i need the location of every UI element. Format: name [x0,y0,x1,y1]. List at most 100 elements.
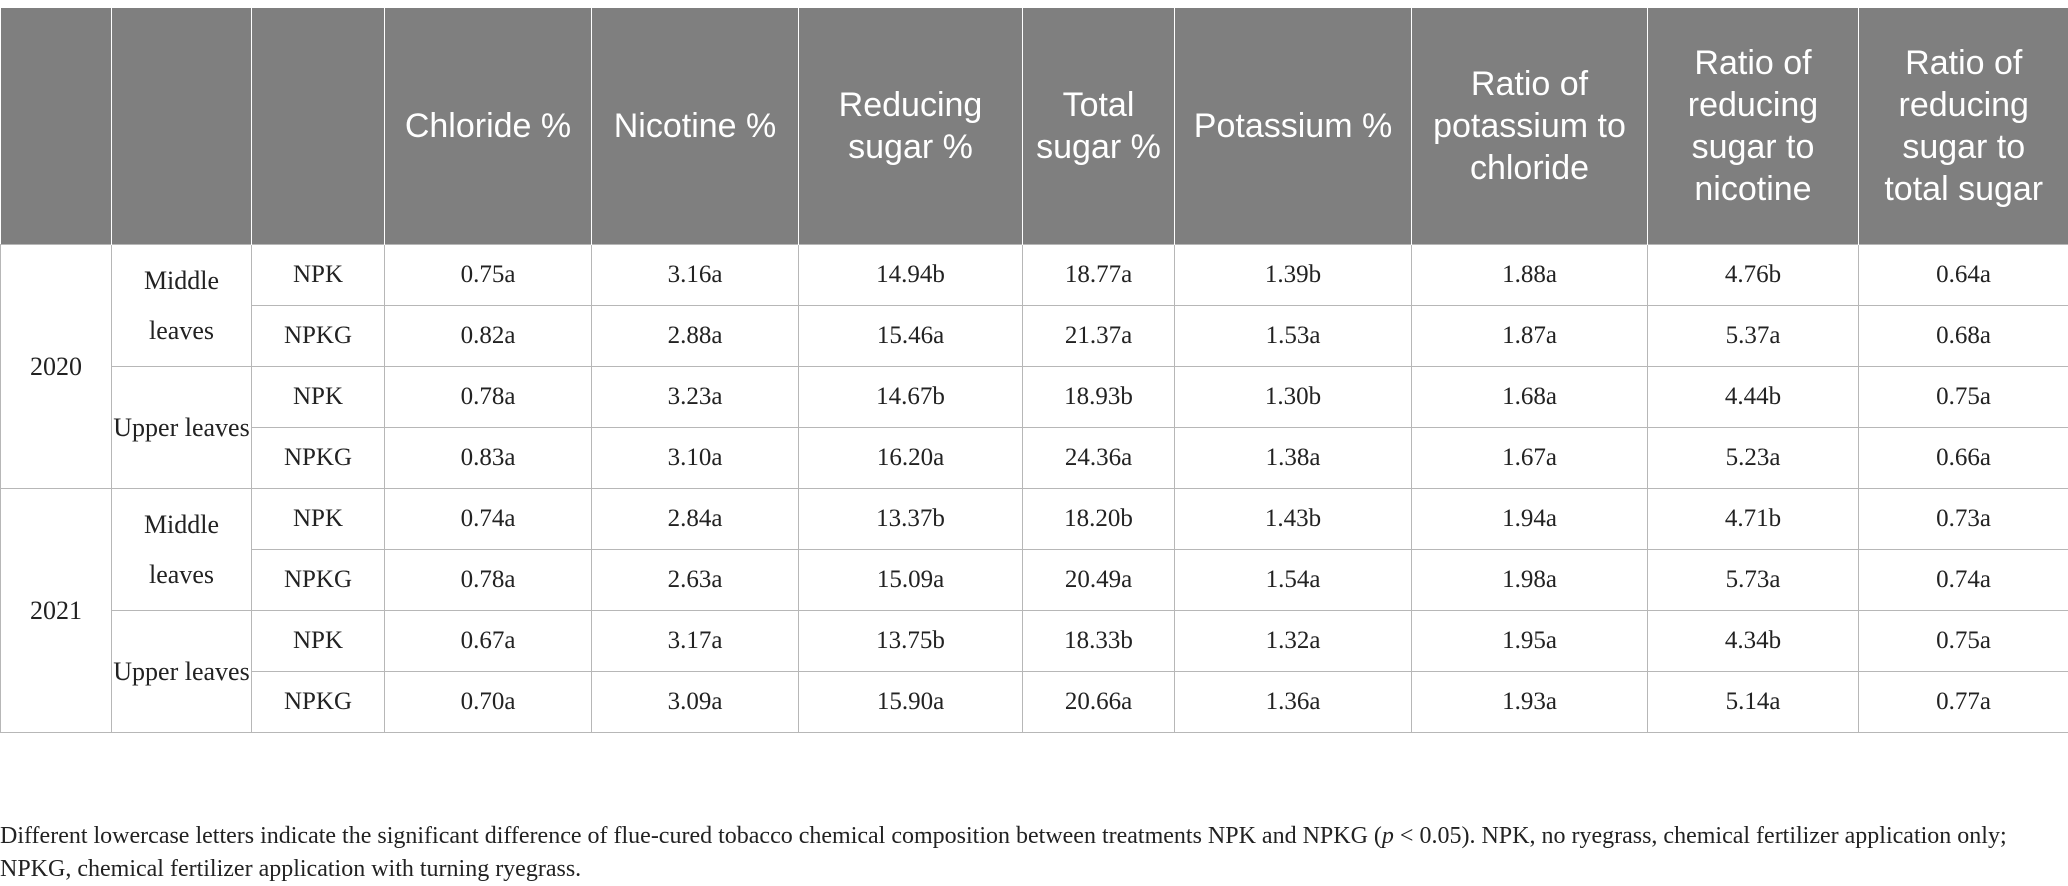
value-cell: 0.75a [1859,367,2068,428]
value-cell: 18.20b [1023,489,1175,550]
leaf-position-cell: Middle leaves [112,245,252,367]
year-cell: 2021 [1,489,112,733]
treatment-cell: NPK [252,611,385,672]
value-cell: 20.66a [1023,672,1175,733]
value-cell: 20.49a [1023,550,1175,611]
value-cell: 13.75b [799,611,1023,672]
value-cell: 0.67a [385,611,592,672]
treatment-cell: NPKG [252,428,385,489]
value-cell: 3.17a [592,611,799,672]
treatment-cell: NPK [252,245,385,306]
header-reducing-sugar: Reducing sugar % [799,8,1023,245]
treatment-cell: NPKG [252,672,385,733]
value-cell: 16.20a [799,428,1023,489]
value-cell: 0.78a [385,550,592,611]
year-cell: 2020 [1,245,112,489]
value-cell: 15.46a [799,306,1023,367]
footnote-p-symbol: p [1382,823,1394,849]
value-cell: 4.71b [1648,489,1859,550]
value-cell: 5.14a [1648,672,1859,733]
footnote-text-start: Different lowercase letters indicate the… [0,823,1382,849]
value-cell: 4.34b [1648,611,1859,672]
value-cell: 2.88a [592,306,799,367]
value-cell: 15.90a [799,672,1023,733]
value-cell: 5.37a [1648,306,1859,367]
value-cell: 0.83a [385,428,592,489]
value-cell: 5.73a [1648,550,1859,611]
value-cell: 1.94a [1412,489,1648,550]
value-cell: 1.68a [1412,367,1648,428]
header-potassium-chloride-ratio: Ratio of potassium to chloride [1412,8,1648,245]
composition-table: Chloride % Nicotine % Reducing sugar % T… [0,8,2068,733]
leaf-position-cell: Upper leaves [112,611,252,733]
table-footnote: Different lowercase letters indicate the… [0,820,2060,886]
value-cell: 1.36a [1175,672,1412,733]
value-cell: 18.77a [1023,245,1175,306]
value-cell: 1.67a [1412,428,1648,489]
leaf-position-cell: Upper leaves [112,367,252,489]
header-year [1,8,112,245]
header-potassium: Potassium % [1175,8,1412,245]
value-cell: 2.84a [592,489,799,550]
value-cell: 0.78a [385,367,592,428]
value-cell: 1.88a [1412,245,1648,306]
value-cell: 0.77a [1859,672,2068,733]
value-cell: 0.68a [1859,306,2068,367]
treatment-cell: NPKG [252,550,385,611]
value-cell: 15.09a [799,550,1023,611]
value-cell: 13.37b [799,489,1023,550]
value-cell: 0.75a [385,245,592,306]
value-cell: 3.10a [592,428,799,489]
value-cell: 18.93b [1023,367,1175,428]
header-chloride: Chloride % [385,8,592,245]
value-cell: 1.53a [1175,306,1412,367]
value-cell: 24.36a [1023,428,1175,489]
value-cell: 1.98a [1412,550,1648,611]
value-cell: 0.64a [1859,245,2068,306]
value-cell: 1.54a [1175,550,1412,611]
value-cell: 3.23a [592,367,799,428]
value-cell: 0.74a [385,489,592,550]
header-row: Chloride % Nicotine % Reducing sugar % T… [1,8,2068,245]
value-cell: 0.74a [1859,550,2068,611]
header-reducing-sugar-total-sugar-ratio: Ratio of reducing sugar to total sugar [1859,8,2068,245]
value-cell: 1.38a [1175,428,1412,489]
treatment-cell: NPK [252,367,385,428]
value-cell: 4.76b [1648,245,1859,306]
leaf-position-cell: Middle leaves [112,489,252,611]
value-cell: 0.82a [385,306,592,367]
value-cell: 0.73a [1859,489,2068,550]
value-cell: 0.66a [1859,428,2068,489]
header-treatment [252,8,385,245]
value-cell: 14.94b [799,245,1023,306]
header-leaf [112,8,252,245]
value-cell: 14.67b [799,367,1023,428]
value-cell: 1.95a [1412,611,1648,672]
value-cell: 18.33b [1023,611,1175,672]
value-cell: 21.37a [1023,306,1175,367]
treatment-cell: NPKG [252,306,385,367]
value-cell: 0.75a [1859,611,2068,672]
treatment-cell: NPK [252,489,385,550]
value-cell: 4.44b [1648,367,1859,428]
header-reducing-sugar-nicotine-ratio: Ratio of reducing sugar to nicotine [1648,8,1859,245]
value-cell: 5.23a [1648,428,1859,489]
value-cell: 1.39b [1175,245,1412,306]
value-cell: 3.16a [592,245,799,306]
value-cell: 1.93a [1412,672,1648,733]
value-cell: 1.30b [1175,367,1412,428]
header-total-sugar: Total sugar % [1023,8,1175,245]
value-cell: 3.09a [592,672,799,733]
value-cell: 0.70a [385,672,592,733]
value-cell: 1.43b [1175,489,1412,550]
value-cell: 2.63a [592,550,799,611]
